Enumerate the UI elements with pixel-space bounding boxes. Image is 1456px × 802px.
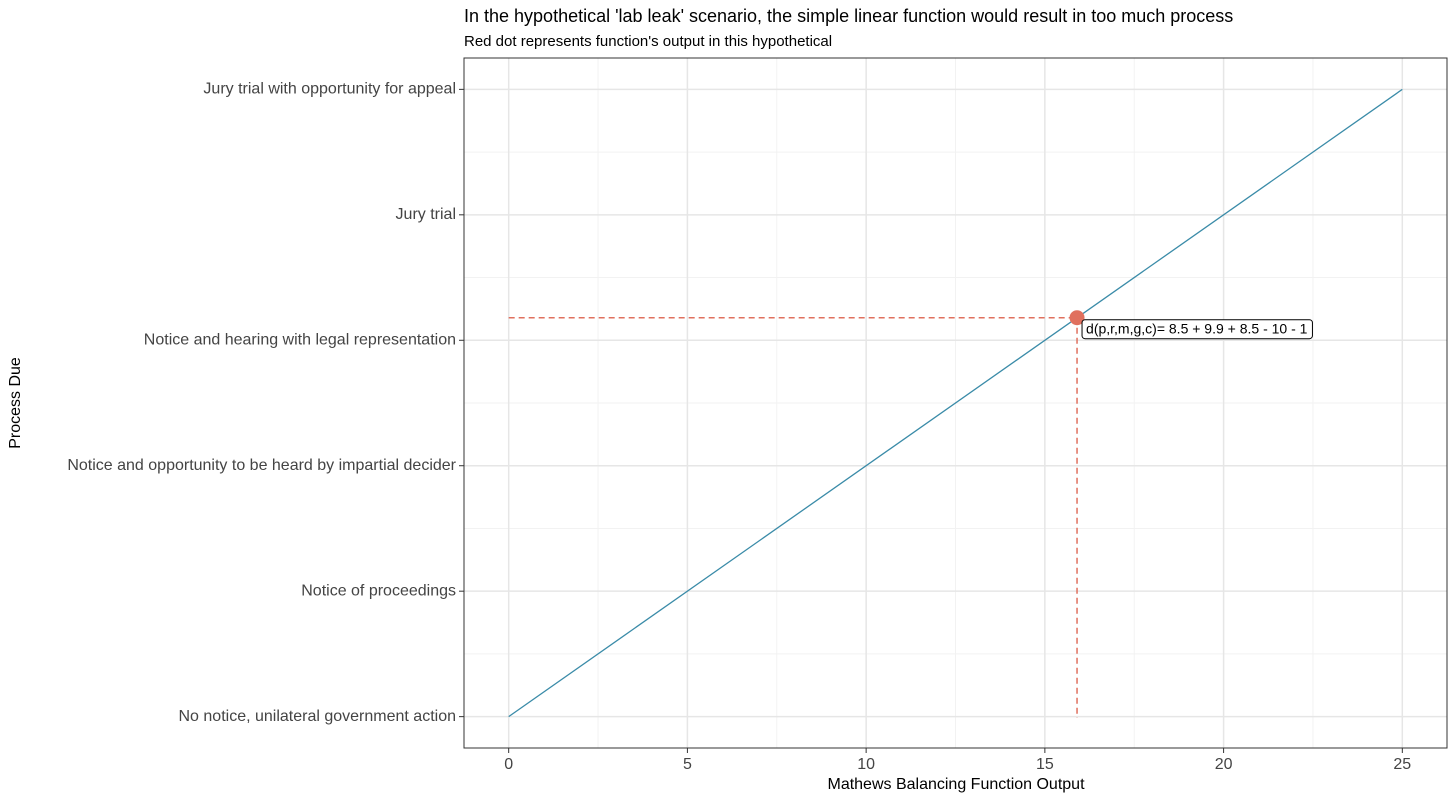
y-tick-label: Notice of proceedings xyxy=(301,582,456,599)
line xyxy=(508,88,1403,718)
plot-border xyxy=(463,57,1448,749)
y-tick-label: Notice and opportunity to be heard by im… xyxy=(67,457,456,474)
y-tick-label: No notice, unilateral government action xyxy=(179,708,457,725)
x-axis-label: Mathews Balancing Function Output xyxy=(827,776,1085,793)
annotation-box xyxy=(1081,319,1313,340)
x-tick-label: 5 xyxy=(683,756,692,773)
annotation: d(p,r,m,g,c)= 8.5 + 9.9 + 8.5 - 10 - 1 xyxy=(1086,320,1308,336)
y-tick-label: Jury trial xyxy=(396,206,456,223)
chart-title: In the hypothetical 'lab leak' scenario,… xyxy=(464,6,1233,26)
x-tick-label: 0 xyxy=(504,756,513,773)
y-axis-label: Process Due xyxy=(7,357,24,449)
point xyxy=(1069,310,1085,326)
x-tick-label: 10 xyxy=(857,756,875,773)
chart-subtitle: Red dot represents function's output in … xyxy=(464,33,832,50)
y-tick-label: Notice and hearing with legal representa… xyxy=(144,331,456,348)
x-tick-label: 15 xyxy=(1036,756,1054,773)
x-tick-label: 20 xyxy=(1215,756,1233,773)
y-tick-label: Jury trial with opportunity for appeal xyxy=(203,81,456,98)
x-tick-label: 25 xyxy=(1393,756,1411,773)
